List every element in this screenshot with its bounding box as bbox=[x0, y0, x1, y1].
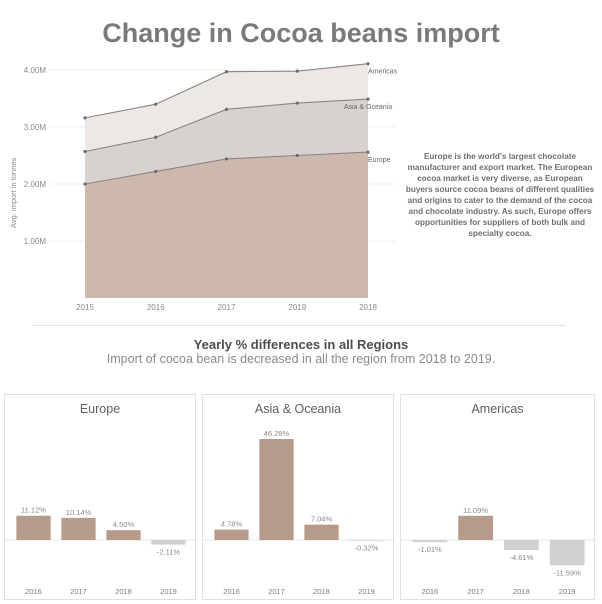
section-subtitle: Import of cocoa bean is decreased in all… bbox=[106, 352, 496, 366]
asia-oceania-bar-chart: 4.78% 2016 46.28% 2017 7.04% 2018 -0.32% 2019 bbox=[203, 429, 395, 596]
bar-2019 bbox=[349, 540, 384, 541]
x-tick-label: 2018 bbox=[513, 587, 530, 596]
bar-2018 bbox=[106, 530, 141, 540]
x-tick-label: 2016 bbox=[223, 587, 240, 596]
y-axis-label: Avg. import in tonnes bbox=[9, 157, 18, 228]
x-tick-label: 2015 bbox=[76, 303, 94, 312]
americas-panel-title: Americas bbox=[471, 402, 524, 416]
europe-panel: Europe 11.12% 2016 10.14% 2017 4.50% 2018 -2.1… bbox=[4, 394, 197, 600]
asia-oceania-panel-title: Asia & Oceania bbox=[254, 402, 342, 416]
point-americas bbox=[366, 62, 370, 66]
point-europe bbox=[83, 182, 87, 186]
x-tick-label: 2017 bbox=[218, 303, 236, 312]
asia-oceania-panel: Asia & Oceania 4.78% 2016 46.28% 2017 7.04% 2… bbox=[202, 394, 395, 600]
bar-value-label: 11.12% bbox=[21, 506, 46, 515]
x-tick-label: 2018 bbox=[313, 587, 330, 596]
point-asia-oceania bbox=[366, 97, 370, 101]
x-tick-label: 2019 bbox=[358, 587, 375, 596]
x-tick-label: 2016 bbox=[147, 303, 165, 312]
region-description: Europe is the world's largest chocolate … bbox=[405, 152, 595, 238]
bar-2017 bbox=[61, 517, 96, 540]
bar-2016 bbox=[412, 540, 448, 543]
point-americas bbox=[295, 69, 299, 73]
bar-value-label: 10.14% bbox=[66, 508, 92, 517]
bar-2016 bbox=[214, 529, 249, 540]
point-europe bbox=[154, 169, 158, 174]
x-tick-label: 2016 bbox=[25, 587, 42, 596]
americas-bar-chart: -1.01% 2016 11.09% 2017 -4.61% 2018 -11.59% 201… bbox=[401, 506, 596, 596]
bar-value-label: 4.78% bbox=[221, 520, 243, 529]
bar-value-label: -0.32% bbox=[355, 544, 379, 553]
x-tick-label: 2018 bbox=[115, 587, 132, 596]
bar-2016 bbox=[16, 515, 51, 540]
bar-2017 bbox=[458, 515, 494, 540]
x-tick-label: 2017 bbox=[268, 587, 285, 596]
area-chart: 1.00M 2.00M 3.00M 4.00M Europe Asia & Oceania… bbox=[9, 62, 398, 312]
x-tick-label: 2019 bbox=[288, 303, 306, 312]
x-tick-label: 2019 bbox=[160, 587, 177, 596]
bar-value-label: -2.11% bbox=[157, 548, 181, 557]
section-divider bbox=[32, 325, 566, 326]
x-tick-label: 2017 bbox=[467, 587, 484, 596]
bar-2018 bbox=[503, 540, 539, 551]
x-tick-label: 2017 bbox=[70, 587, 87, 596]
point-europe bbox=[224, 157, 229, 161]
bar-value-label: 11.09% bbox=[463, 506, 488, 515]
point-asia-oceania bbox=[83, 149, 87, 154]
y-tick-label: 3.00M bbox=[24, 123, 47, 132]
point-asia-oceania bbox=[295, 101, 299, 105]
y-tick-label: 2.00M bbox=[24, 180, 47, 189]
series-label-europe: Europe bbox=[368, 157, 391, 164]
bar-2019 bbox=[151, 540, 186, 545]
bar-2019 bbox=[549, 540, 585, 566]
europe-panel-title: Europe bbox=[79, 402, 121, 416]
europe-bar-chart: 11.12% 2016 10.14% 2017 4.50% 2018 -2.11% 2019 bbox=[5, 506, 197, 596]
americas-panel: Americas -1.01% 2016 11.09% 2017 -4.61% 2018-… bbox=[400, 394, 596, 600]
bar-value-label: 7.04% bbox=[311, 515, 333, 524]
point-americas bbox=[83, 116, 87, 120]
series-label-americas: Americas bbox=[368, 69, 398, 76]
bar-value-label: -11.59% bbox=[553, 568, 581, 577]
bar-2018 bbox=[304, 524, 339, 540]
series-label-asia-oceania: Asia & Oceania bbox=[344, 104, 392, 111]
bar-2017 bbox=[259, 439, 294, 540]
x-tick-label: 2018 bbox=[359, 303, 377, 312]
point-asia-oceania bbox=[224, 107, 229, 111]
x-tick-label: 2019 bbox=[559, 587, 576, 596]
point-americas bbox=[154, 102, 158, 106]
point-asia-oceania bbox=[154, 135, 158, 139]
bar-value-label: -1.01% bbox=[418, 545, 442, 554]
y-tick-label: 4.00M bbox=[24, 66, 47, 75]
x-tick-label: 2016 bbox=[422, 587, 439, 596]
point-europe bbox=[366, 150, 370, 154]
page-title: Change in Cocoa beans import bbox=[102, 18, 500, 48]
bar-value-label: 4.50% bbox=[113, 520, 135, 529]
y-tick-label: 1.00M bbox=[24, 237, 47, 246]
bar-value-label: -4.61% bbox=[509, 553, 533, 562]
point-americas bbox=[224, 70, 229, 74]
point-europe bbox=[295, 153, 299, 158]
section-title: Yearly % differences in all Regions bbox=[193, 337, 409, 352]
bar-value-label: 46.28% bbox=[264, 429, 290, 438]
area-europe bbox=[85, 152, 368, 298]
